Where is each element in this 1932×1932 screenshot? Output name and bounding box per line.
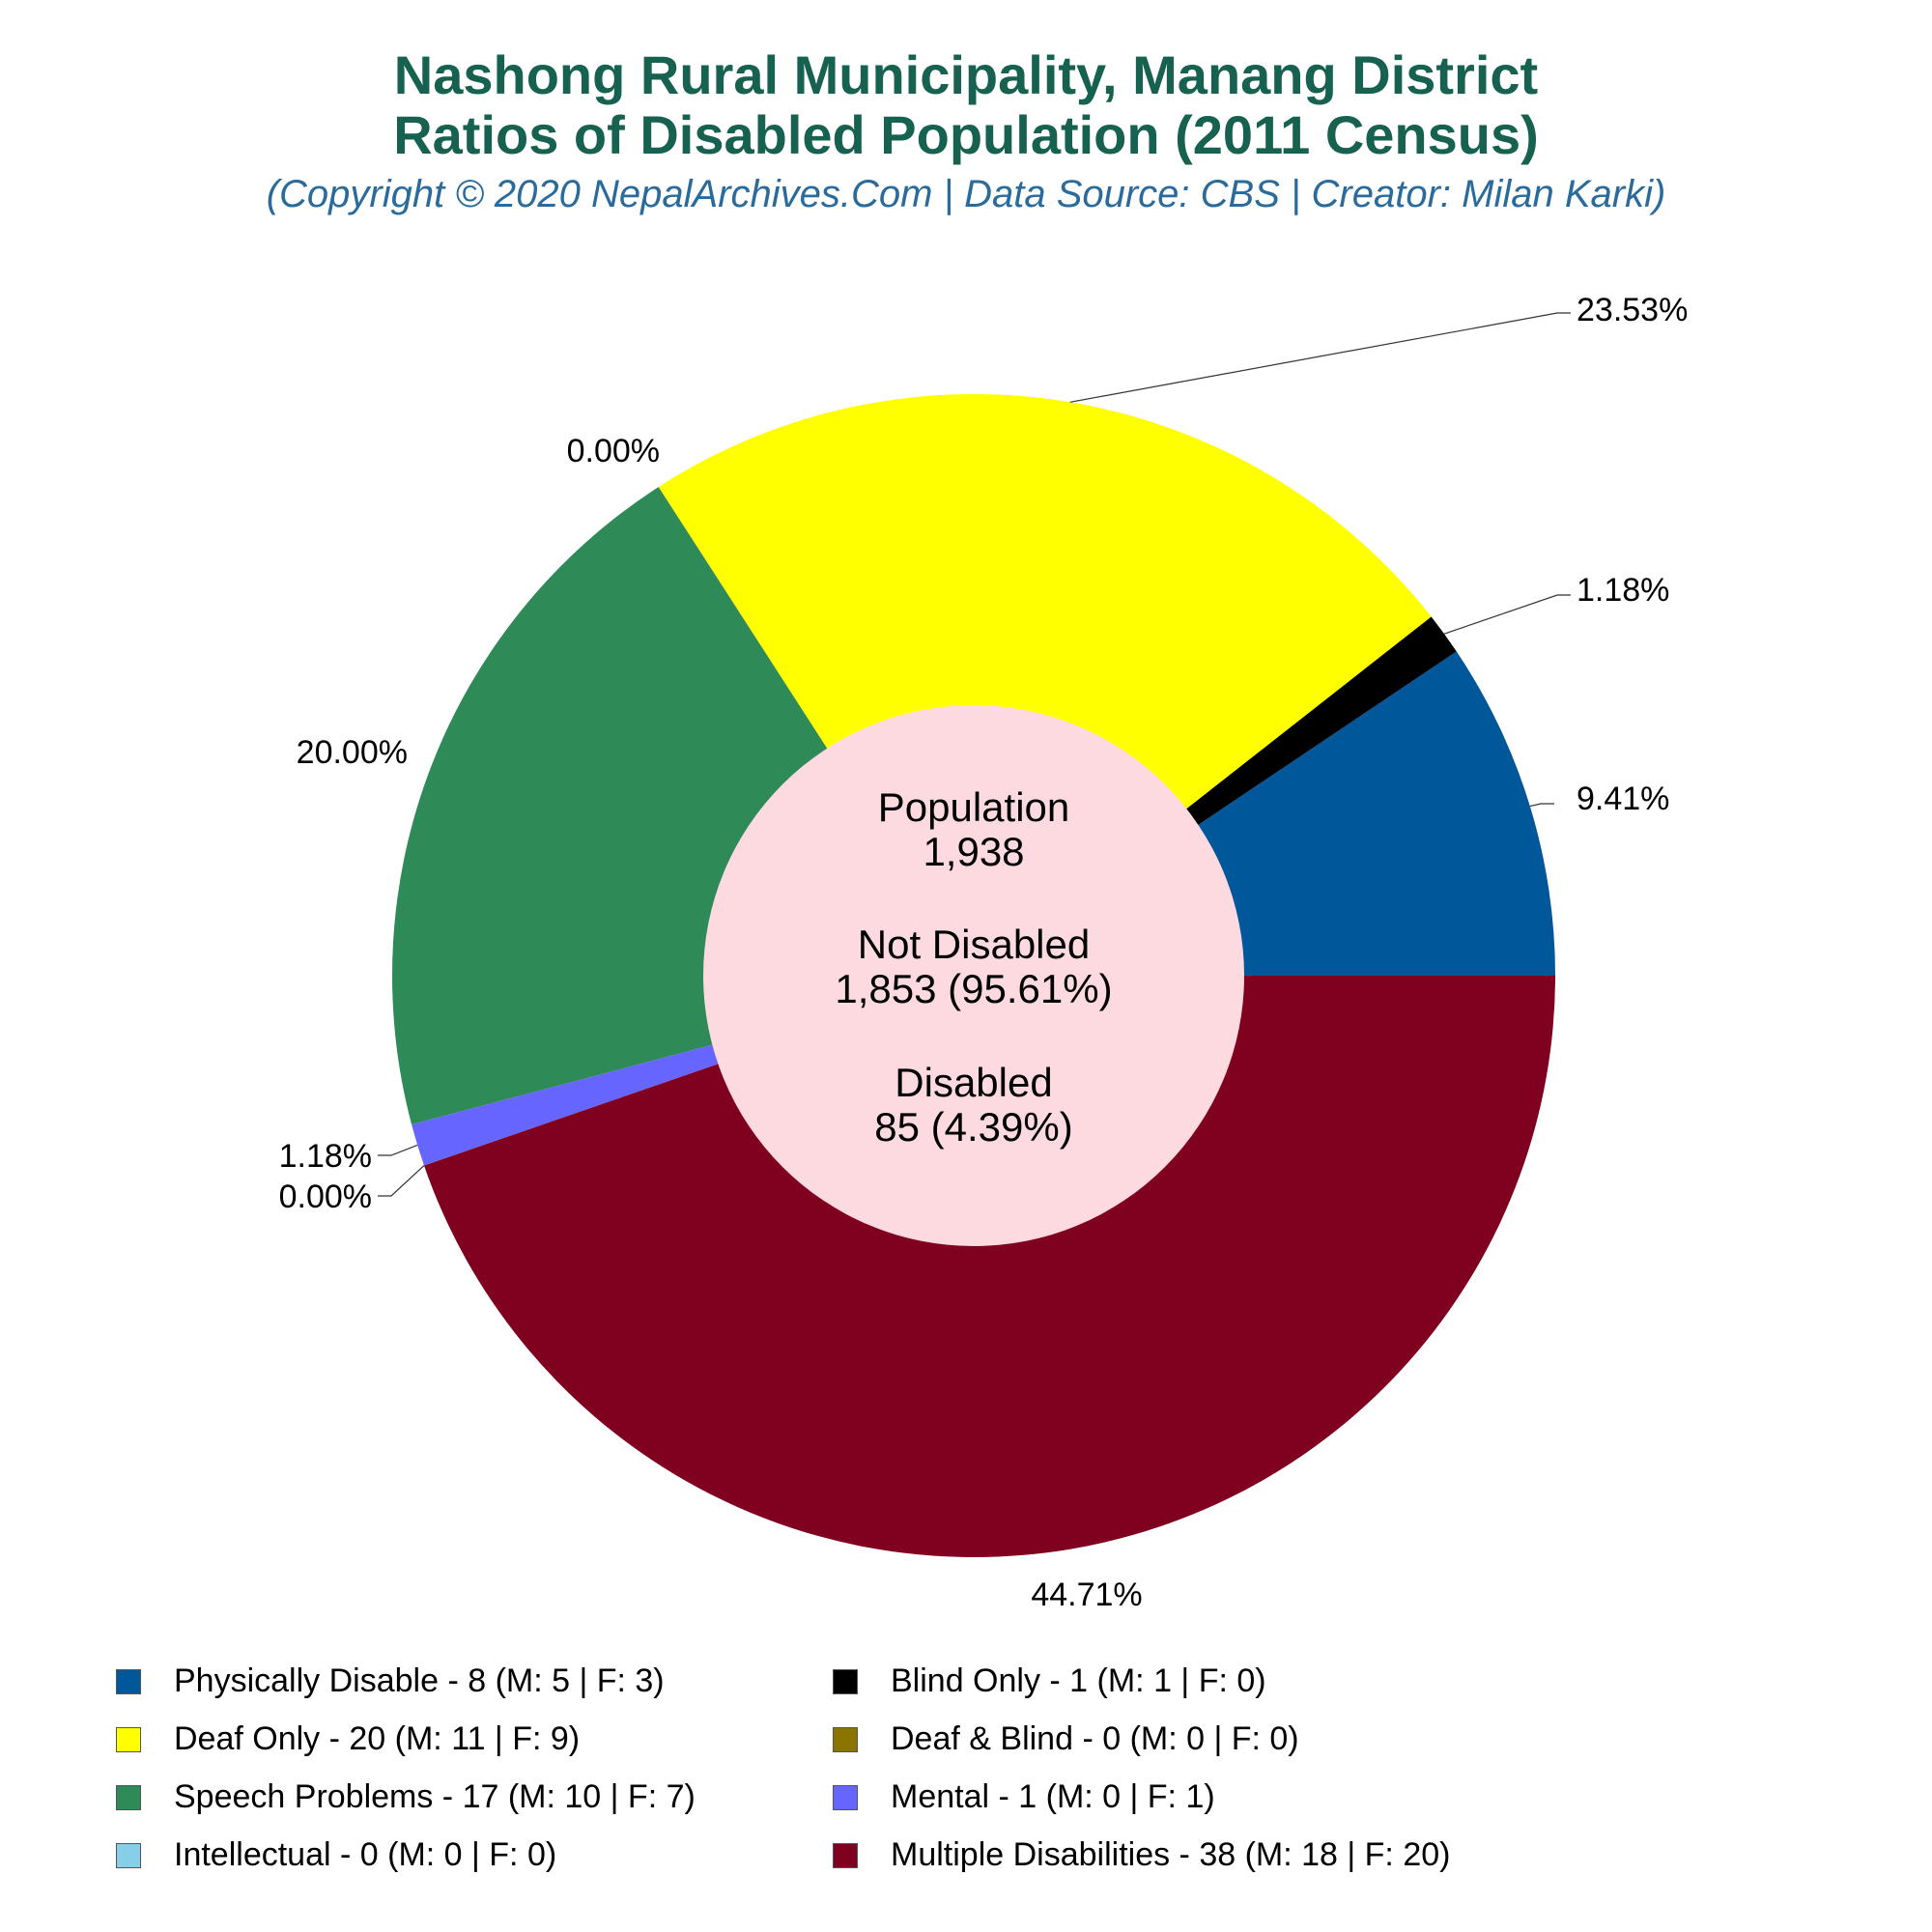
center-not-disabled-value: 1,853 (95.61%) bbox=[835, 966, 1112, 1011]
center-population-label: Population bbox=[878, 784, 1070, 830]
legend-swatch bbox=[116, 1669, 141, 1694]
leader-line-physically-disable bbox=[1529, 803, 1554, 808]
legend-swatch bbox=[116, 1843, 141, 1868]
slice-label-deaf-only: 23.53% bbox=[1577, 292, 1688, 328]
legend-label: Multiple Disabilities - 38 (M: 18 | F: 2… bbox=[891, 1836, 1451, 1873]
leader-line-intellectual bbox=[378, 1165, 425, 1197]
center-population-value: 1,938 bbox=[923, 829, 1024, 874]
legend-label: Blind Only - 1 (M: 1 | F: 0) bbox=[891, 1662, 1266, 1699]
slice-label-multiple-disabilities: 44.71% bbox=[1031, 1577, 1142, 1613]
leader-line-mental bbox=[378, 1144, 418, 1156]
legend-label: Speech Problems - 17 (M: 10 | F: 7) bbox=[174, 1778, 696, 1815]
chart-title-line1: Nashong Rural Municipality, Manang Distr… bbox=[393, 44, 1539, 105]
slice-label-speech-problems: 20.00% bbox=[297, 734, 408, 771]
legend-swatch bbox=[116, 1727, 141, 1752]
chart-title-line2: Ratios of Disabled Population (2011 Cens… bbox=[393, 104, 1539, 165]
pie-slice-multiple-disabilities bbox=[424, 976, 1555, 1558]
legend-label: Intellectual - 0 (M: 0 | F: 0) bbox=[174, 1836, 557, 1873]
donut-center bbox=[703, 705, 1244, 1246]
slice-label-physically-disable: 9.41% bbox=[1577, 781, 1669, 817]
legend-swatch bbox=[833, 1669, 858, 1694]
center-disabled-value: 85 (4.39%) bbox=[874, 1104, 1072, 1150]
legend-swatch bbox=[833, 1785, 858, 1810]
legend-label: Deaf Only - 20 (M: 11 | F: 9) bbox=[174, 1720, 581, 1757]
legend-swatch bbox=[116, 1785, 141, 1810]
legend-swatch bbox=[833, 1727, 858, 1752]
slice-label-intellectual: 0.00% bbox=[279, 1179, 372, 1215]
center-disabled-label: Disabled bbox=[895, 1060, 1052, 1105]
center-not-disabled-label: Not Disabled bbox=[858, 922, 1090, 967]
legend-label: Mental - 1 (M: 0 | F: 1) bbox=[891, 1778, 1215, 1815]
legend-label: Deaf & Blind - 0 (M: 0 | F: 0) bbox=[891, 1720, 1299, 1757]
chart-subtitle: (Copyright © 2020 NepalArchives.Com | Da… bbox=[266, 173, 1666, 215]
slice-label-blind-only: 1.18% bbox=[1577, 572, 1669, 609]
leader-line-deaf-only bbox=[1069, 312, 1571, 403]
leader-line-blind-only bbox=[1443, 594, 1571, 635]
slice-label-mental: 1.18% bbox=[279, 1138, 372, 1175]
legend-swatch bbox=[833, 1843, 858, 1868]
legend-label: Physically Disable - 8 (M: 5 | F: 3) bbox=[174, 1662, 665, 1699]
pie-slice-deaf-only bbox=[658, 393, 1432, 976]
slice-label-deaf-and-blind: 0.00% bbox=[567, 433, 660, 469]
